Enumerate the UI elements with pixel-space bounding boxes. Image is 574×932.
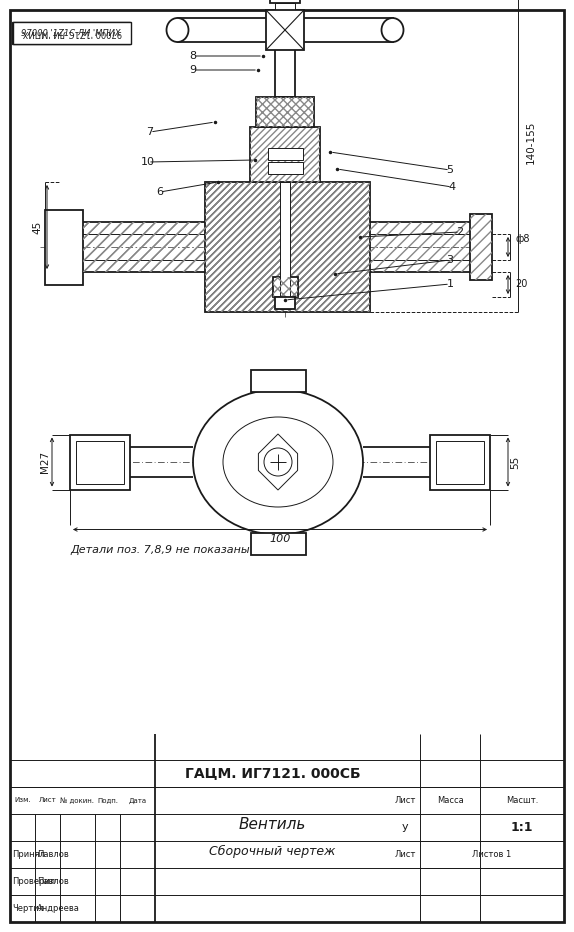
Bar — [83, 222, 205, 272]
Text: Детали поз. 7,8,9 не показаны: Детали поз. 7,8,9 не показаны — [70, 545, 250, 555]
Bar — [45, 210, 83, 284]
Text: ГАЦМ. ИГ7121. 000СБ: ГАЦМ. ИГ7121. 000СБ — [185, 766, 360, 780]
Bar — [270, 0, 300, 3]
Bar — [250, 532, 305, 555]
Bar — [13, 22, 131, 44]
Text: Листов 1: Листов 1 — [472, 850, 511, 859]
Text: Сборочный чертеж: Сборочный чертеж — [210, 845, 336, 858]
Text: ф8: ф8 — [515, 234, 529, 244]
Text: № докин.: № докин. — [60, 797, 95, 803]
Text: 20: 20 — [515, 279, 528, 289]
Bar — [12, 22, 130, 44]
Bar — [256, 97, 314, 127]
Bar — [280, 182, 290, 309]
Bar — [370, 222, 470, 272]
Text: Принял: Принял — [12, 850, 45, 859]
Bar — [250, 127, 320, 182]
Bar — [267, 162, 302, 174]
Bar — [436, 441, 484, 484]
Text: 45: 45 — [32, 220, 42, 234]
Text: Андреева: Андреева — [37, 904, 80, 913]
Text: Лист: Лист — [38, 798, 56, 803]
Ellipse shape — [223, 417, 333, 507]
Text: 140-155: 140-155 — [526, 121, 536, 164]
Ellipse shape — [193, 390, 363, 534]
Polygon shape — [258, 434, 297, 490]
Text: 6: 6 — [157, 187, 164, 197]
Text: Вентиль: Вентиль — [239, 817, 306, 832]
Bar — [256, 97, 314, 127]
Text: 1:1: 1:1 — [511, 821, 533, 834]
Text: 7: 7 — [146, 127, 154, 137]
Text: М27: М27 — [40, 451, 50, 473]
Ellipse shape — [166, 18, 188, 42]
Text: Павлов: Павлов — [37, 850, 69, 859]
Text: у: у — [402, 823, 408, 832]
Ellipse shape — [382, 18, 404, 42]
Bar — [470, 214, 492, 280]
Text: Павлов: Павлов — [37, 877, 69, 886]
Text: 1: 1 — [447, 279, 453, 289]
Text: 97000 '1Z1C ЛИ 'МПИХ: 97000 '1Z1C ЛИ 'МПИХ — [21, 29, 121, 37]
Text: 97000 '1Z1C ЛИ 'МПИХ: 97000 '1Z1C ЛИ 'МПИХ — [22, 29, 122, 37]
Text: Проверил: Проверил — [12, 877, 55, 886]
Bar — [83, 222, 205, 272]
Bar — [177, 18, 393, 42]
Text: Масшт.: Масшт. — [506, 796, 538, 805]
Text: Изм.: Изм. — [14, 798, 31, 803]
Text: 9: 9 — [189, 65, 196, 75]
Text: 2: 2 — [456, 227, 464, 237]
Text: 3: 3 — [447, 255, 453, 265]
Bar — [70, 434, 130, 489]
Text: Масса: Масса — [437, 796, 463, 805]
Bar — [250, 127, 320, 182]
Bar — [273, 277, 297, 297]
Bar — [205, 182, 370, 312]
Text: 4: 4 — [448, 182, 456, 192]
Bar — [275, 42, 295, 97]
Text: Дата: Дата — [129, 798, 146, 803]
Bar — [267, 148, 302, 160]
Text: Подп.: Подп. — [97, 798, 118, 803]
Bar — [275, 3, 295, 18]
Bar — [430, 434, 490, 489]
Text: 10: 10 — [141, 157, 155, 167]
Text: Лист: Лист — [394, 850, 416, 859]
Bar — [250, 369, 305, 391]
Bar — [470, 214, 492, 280]
Text: 5: 5 — [447, 165, 453, 175]
Bar — [205, 182, 370, 312]
Text: 55: 55 — [510, 456, 520, 469]
Circle shape — [264, 448, 292, 476]
Text: 8: 8 — [189, 51, 196, 61]
Bar — [266, 10, 304, 50]
Bar — [76, 441, 124, 484]
Text: Чертил: Чертил — [12, 904, 44, 913]
Bar — [273, 277, 297, 297]
Text: 100: 100 — [269, 534, 290, 544]
Bar — [275, 297, 295, 309]
Text: Лист: Лист — [394, 796, 416, 805]
